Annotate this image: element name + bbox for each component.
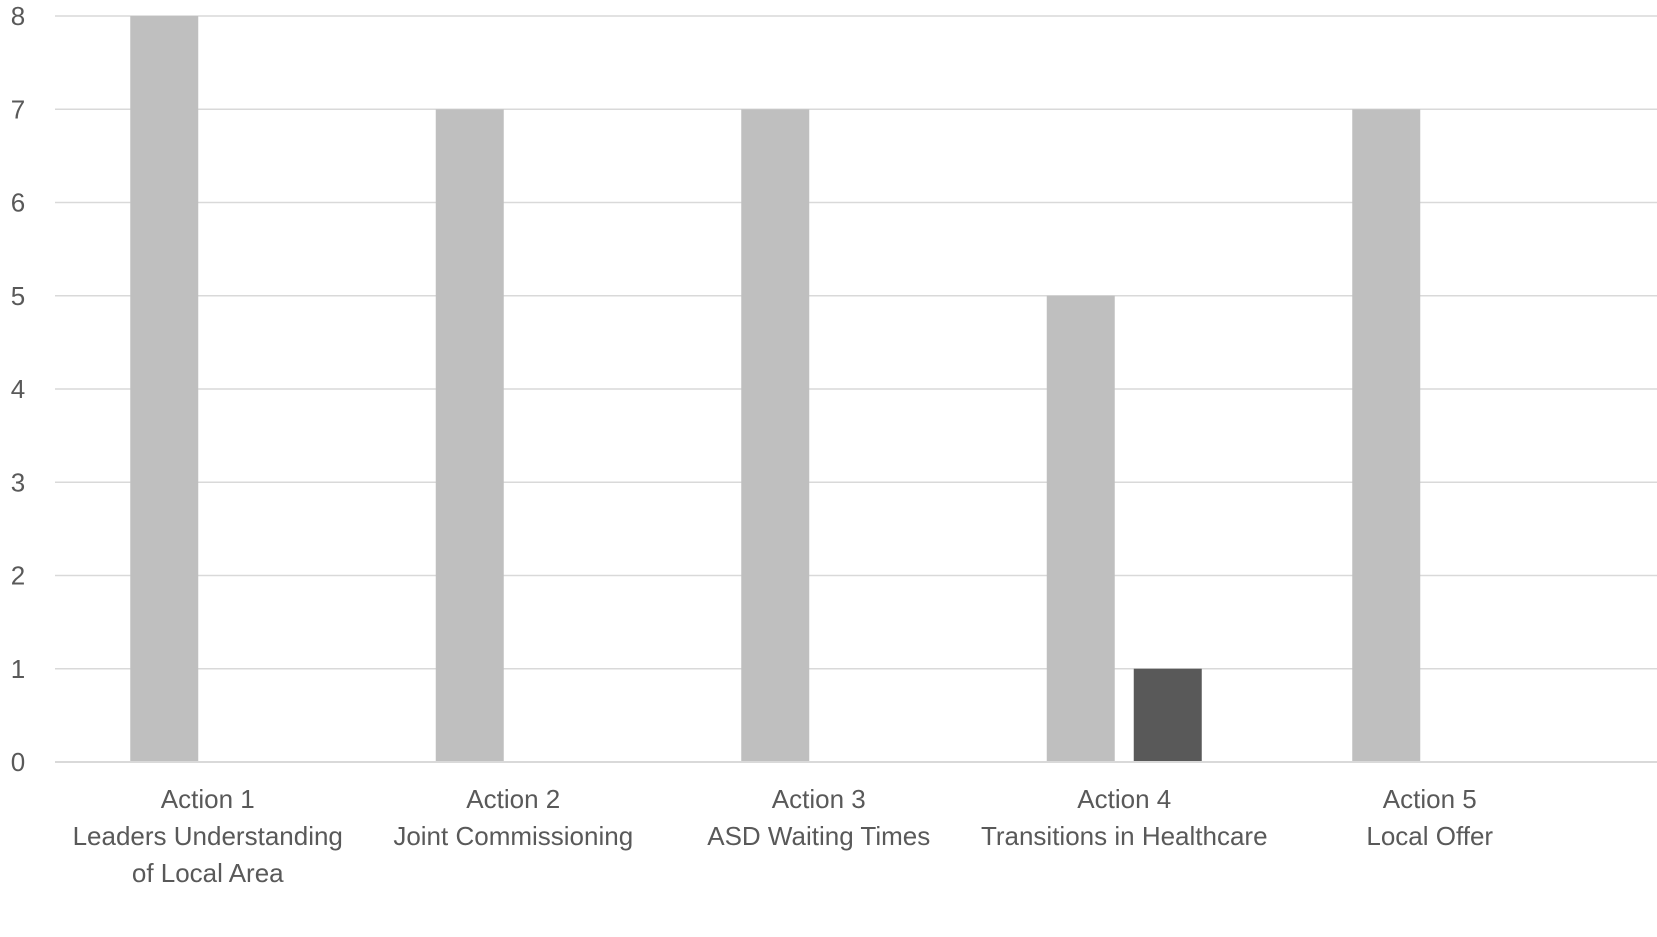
x-axis-category-labels: Action 1 Leaders Understanding of Local Ar… <box>73 784 1494 888</box>
bar-series1-action4 <box>1046 295 1115 762</box>
x-category-label: ASD Waiting Times <box>707 821 930 851</box>
bar-series1-action1 <box>130 16 199 762</box>
bar-series1-action2 <box>435 109 504 762</box>
y-tick-label: 0 <box>11 747 25 777</box>
y-tick-label: 8 <box>11 1 25 31</box>
x-category-label: Action 5 <box>1383 784 1477 814</box>
y-tick-label: 7 <box>11 94 25 124</box>
x-category-label: of Local Area <box>132 858 284 888</box>
y-tick-label: 5 <box>11 281 25 311</box>
y-tick-label: 3 <box>11 467 25 497</box>
y-axis-tick-labels: 0 1 2 3 4 5 6 7 8 <box>11 1 25 777</box>
y-tick-label: 6 <box>11 188 25 218</box>
x-category-label: Transitions in Healthcare <box>981 821 1268 851</box>
x-category-label: Joint Commissioning <box>393 821 633 851</box>
y-tick-label: 2 <box>11 561 25 591</box>
y-tick-label: 1 <box>11 654 25 684</box>
x-category-label: Action 3 <box>772 784 866 814</box>
x-category-label: Action 1 <box>161 784 255 814</box>
bar-series1-action5 <box>1352 109 1421 762</box>
gridlines <box>55 15 1657 670</box>
x-category-label: Leaders Understanding <box>73 821 343 851</box>
bars <box>130 16 1421 762</box>
x-category-label: Local Offer <box>1366 821 1493 851</box>
bar-series1-action3 <box>741 109 810 762</box>
bar-series2-action4 <box>1133 668 1202 762</box>
y-tick-label: 4 <box>11 374 25 404</box>
x-category-label: Action 2 <box>466 784 560 814</box>
x-category-label: Action 4 <box>1077 784 1171 814</box>
